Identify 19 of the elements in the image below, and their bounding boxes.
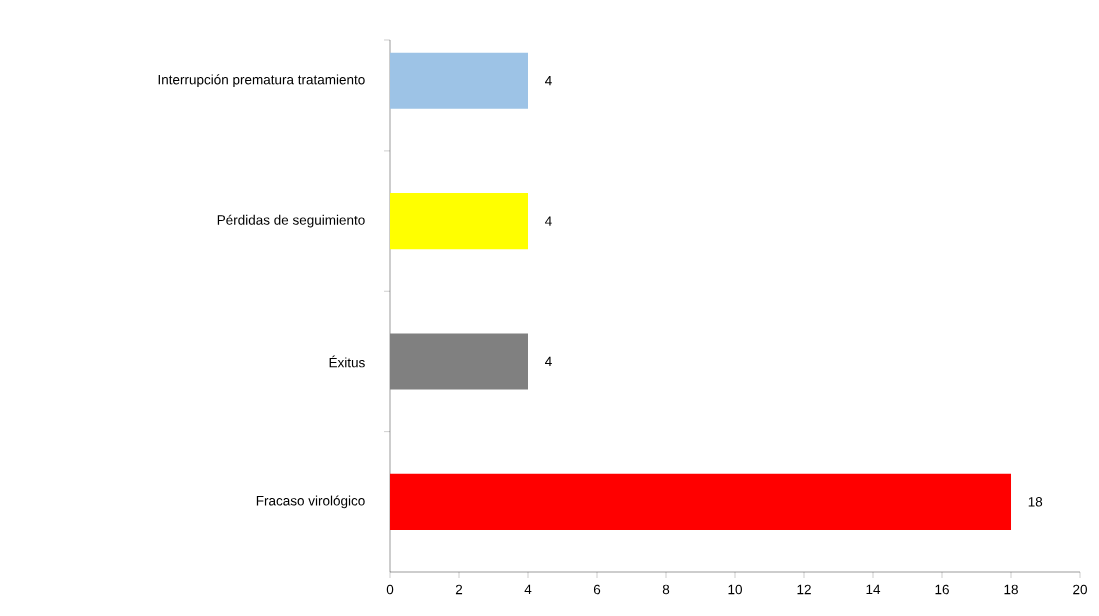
y-tick-label: Interrupción prematura tratamiento [158,74,365,88]
x-tick-label: 18 [1004,584,1018,595]
data-label: 18 [1028,497,1043,507]
x-tick-label: 2 [455,584,463,595]
y-tick-label: Pérdidas de seguimiento [217,214,365,228]
x-tick-label: 20 [1073,584,1087,595]
x-tick-label: 14 [866,584,881,594]
y-tick-label: Fracaso virológico [256,495,365,509]
data-label: 4 [545,356,552,367]
x-tick-label: 10 [728,584,742,595]
x-tick-label: 16 [935,584,949,595]
data-label: 4 [545,216,552,226]
x-tick-label: 0 [386,584,394,595]
x-tick-label: 4 [524,584,532,594]
y-tick-label: Éxitus [329,355,365,368]
data-label: 4 [545,76,552,86]
x-tick-label: 12 [797,584,811,595]
x-tick-label: 6 [593,584,601,595]
x-tick-label: 8 [662,584,670,595]
